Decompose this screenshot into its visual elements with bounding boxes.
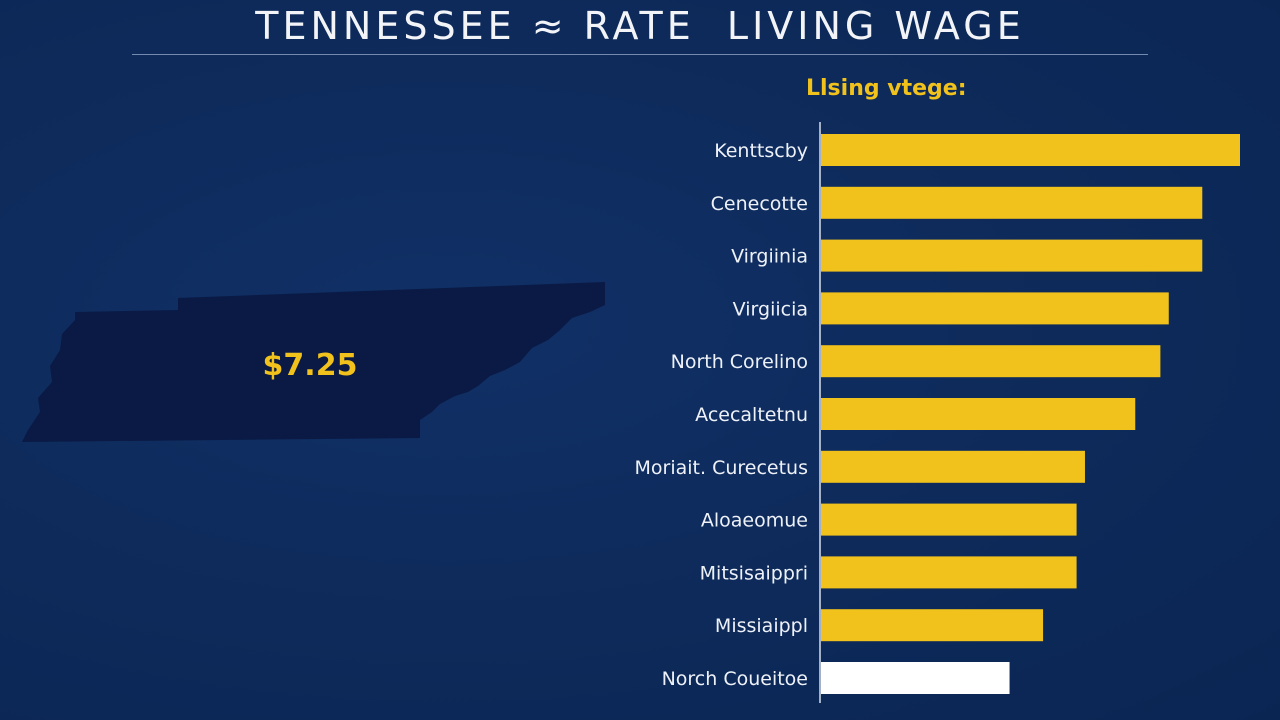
bar-8 [821,556,1077,589]
tennessee-wage-value: $7.25 [262,348,358,383]
bar-4 [821,345,1161,378]
bar-10 [821,662,1010,694]
category-label-6: Moriait. Curecetus [635,457,808,479]
category-label-3: Virgiicia [733,298,808,320]
category-label-0: Kenttscby [714,140,808,162]
title-divider [132,54,1148,55]
bar-7 [821,503,1077,536]
bar-3 [821,292,1169,325]
category-label-5: Acecaltetnu [695,404,808,426]
tennessee-silhouette [22,282,605,442]
bar-6 [821,450,1085,483]
bar-2 [821,239,1203,272]
category-label-7: Aloaeomue [701,510,808,532]
category-label-10: Norch Coueitoe [662,668,808,690]
bar-9 [821,609,1044,642]
chart-title: TENNESSEE ≈ RATE LIVING WAGE [255,4,1025,48]
category-label-2: Virgiinia [731,246,808,268]
bar-0 [821,134,1240,166]
category-label-1: Cenecotte [711,193,808,215]
category-label-9: Missiaippl [715,615,808,637]
bar-1 [821,186,1203,219]
category-label-8: Mitsisaippri [700,562,808,584]
category-label-4: North Corelino [671,351,808,373]
series-label: Llsing vtege: [806,76,967,101]
bar-5 [821,398,1136,430]
